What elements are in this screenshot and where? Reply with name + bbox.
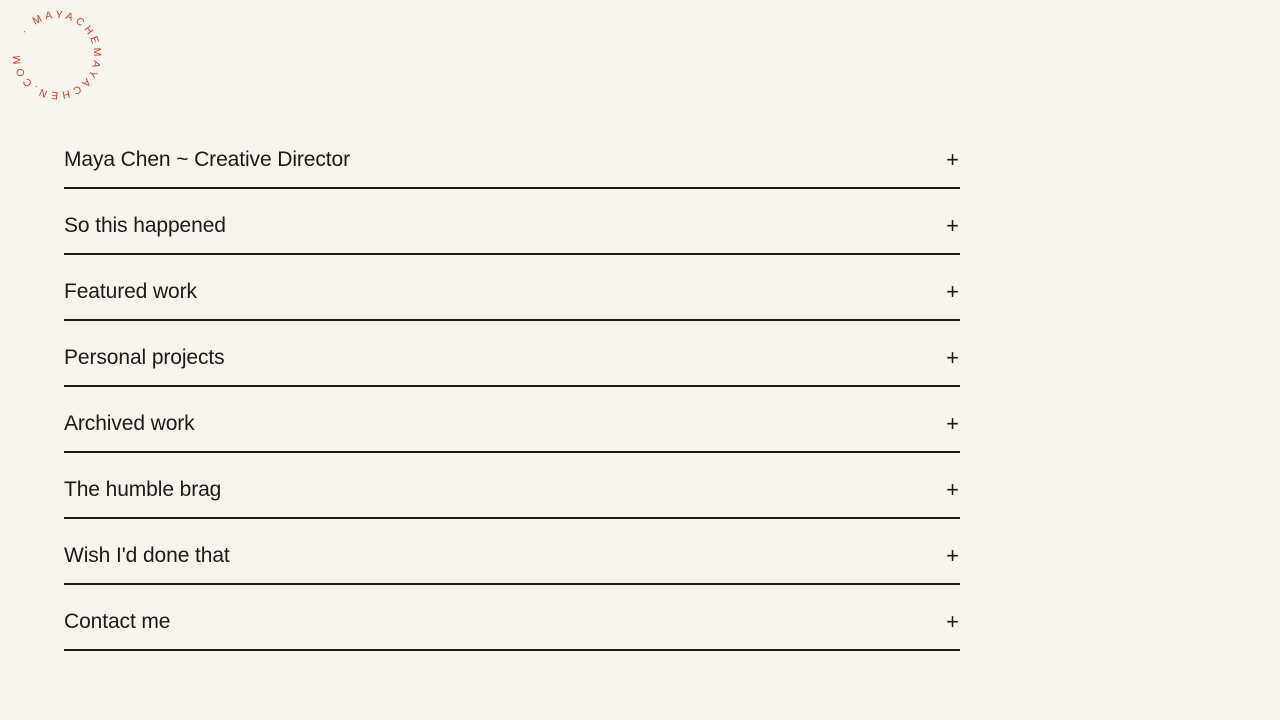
accordion-row-label: Contact me [64, 610, 171, 633]
plus-icon[interactable]: + [946, 279, 959, 304]
accordion-row-label: Maya Chen ~ Creative Director [64, 148, 350, 171]
accordion-row-label: Personal projects [64, 346, 225, 369]
accordion-row[interactable]: Wish I'd done that + [64, 519, 960, 585]
plus-icon[interactable]: + [946, 147, 959, 172]
plus-icon[interactable]: + [946, 411, 959, 436]
accordion-row-label: Featured work [64, 280, 197, 303]
accordion-row[interactable]: Contact me + [64, 585, 960, 651]
plus-icon[interactable]: + [946, 543, 959, 568]
accordion-row-label: Archived work [64, 412, 195, 435]
svg-text:· MAYACHEMAYACHEN.COM: · MAYACHEMAYACHEN.COM [7, 5, 107, 105]
accordion-row[interactable]: So this happened + [64, 189, 960, 255]
accordion-row[interactable]: Featured work + [64, 255, 960, 321]
accordion-list: Maya Chen ~ Creative Director + So this … [64, 123, 960, 651]
circular-logo-icon: · MAYACHEMAYACHEN.COM [7, 5, 107, 105]
accordion-row[interactable]: The humble brag + [64, 453, 960, 519]
accordion-row[interactable]: Personal projects + [64, 321, 960, 387]
logo-circular-text: · MAYACHEMAYACHEN.COM [7, 5, 107, 105]
accordion-row-label: The humble brag [64, 478, 222, 501]
accordion-row-label: So this happened [64, 214, 226, 237]
accordion-row[interactable]: Archived work + [64, 387, 960, 453]
plus-icon[interactable]: + [946, 345, 959, 370]
accordion-row-label: Wish I'd done that [64, 544, 230, 567]
plus-icon[interactable]: + [946, 477, 959, 502]
plus-icon[interactable]: + [946, 213, 959, 238]
accordion-row[interactable]: Maya Chen ~ Creative Director + [64, 123, 960, 189]
site-logo[interactable]: · MAYACHEMAYACHEN.COM [7, 5, 107, 105]
plus-icon[interactable]: + [946, 609, 959, 634]
